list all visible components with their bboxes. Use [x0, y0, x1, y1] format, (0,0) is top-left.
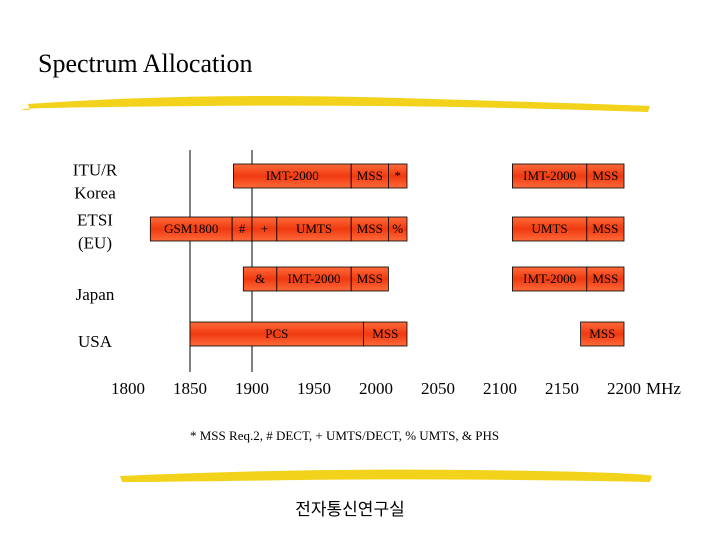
segment-label: MSS — [357, 221, 383, 236]
row-label: Japan — [76, 285, 115, 304]
x-tick-label: 1850 — [173, 379, 207, 398]
band-segment — [512, 216, 588, 242]
band-segment — [586, 163, 625, 189]
band-segment — [387, 163, 408, 189]
x-tick-label: 1900 — [235, 379, 269, 398]
x-tick-label: 2200 — [607, 379, 641, 398]
band-segment — [512, 266, 588, 292]
brush-stroke — [20, 96, 651, 112]
brush-stroke — [120, 469, 652, 482]
x-tick-label: 2050 — [421, 379, 455, 398]
band-segment — [276, 266, 352, 292]
segment-label: GSM1800 — [164, 221, 218, 236]
segment-label: IMT-2000 — [523, 168, 576, 183]
band-segment — [350, 163, 389, 189]
row-label: USA — [78, 332, 113, 351]
band-segment — [189, 321, 365, 347]
segment-label: MSS — [589, 326, 615, 341]
band-segment — [387, 216, 408, 242]
segment-label: MSS — [372, 326, 398, 341]
band-segment — [350, 266, 389, 292]
segment-label: # — [239, 221, 246, 236]
segment-label: % — [392, 221, 403, 236]
segment-label: * — [394, 168, 401, 183]
row-label: (EU) — [78, 233, 112, 252]
x-tick-label: 2150 — [545, 379, 579, 398]
segment-label: MSS — [592, 221, 618, 236]
segment-label: MSS — [592, 168, 618, 183]
segment-label: UMTS — [296, 221, 332, 236]
band-segment — [242, 266, 278, 292]
segment-label: MSS — [592, 271, 618, 286]
row-label: ETSI — [77, 210, 113, 229]
slide-title: Spectrum Allocation — [38, 49, 252, 78]
x-tick-label: 1950 — [297, 379, 331, 398]
segment-label: IMT-2000 — [266, 168, 319, 183]
band-segment — [232, 163, 352, 189]
band-segment — [350, 216, 389, 242]
band-segment — [363, 321, 408, 347]
footnote: * MSS Req.2, # DECT, + UMTS/DECT, % UMTS… — [190, 428, 499, 443]
band-segment — [586, 266, 625, 292]
segment-label: IMT-2000 — [288, 271, 341, 286]
band-segment — [580, 321, 625, 347]
row-label: ITU/R — [73, 160, 118, 179]
band-segment — [512, 163, 588, 189]
segment-label: & — [255, 271, 265, 286]
segment-label: UMTS — [532, 221, 568, 236]
band-segment — [586, 216, 625, 242]
axis-unit: MHz — [646, 379, 681, 398]
row-label: Korea — [74, 183, 116, 202]
segment-label: MSS — [357, 168, 383, 183]
band-segment — [149, 216, 233, 242]
segment-label: + — [261, 221, 268, 236]
x-tick-label: 2100 — [483, 379, 517, 398]
segment-label: MSS — [357, 271, 383, 286]
band-segment — [276, 216, 352, 242]
x-tick-label: 1800 — [111, 379, 145, 398]
segment-label: IMT-2000 — [523, 271, 576, 286]
footer: 전자통신연구실 — [295, 500, 404, 520]
band-segment — [251, 216, 278, 242]
segment-label: PCS — [265, 326, 288, 341]
x-tick-label: 2000 — [359, 379, 393, 398]
